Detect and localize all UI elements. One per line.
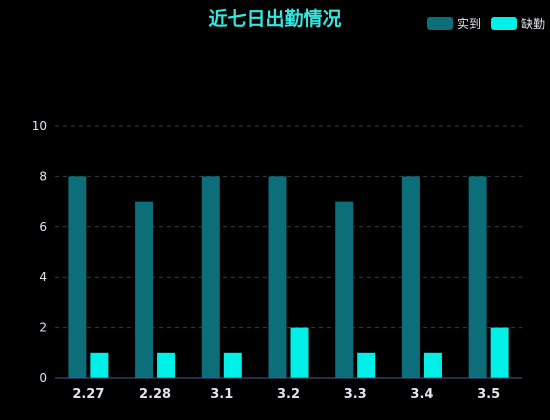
bar-absent[interactable] bbox=[490, 327, 509, 378]
legend-item-absent[interactable]: 缺勤 bbox=[491, 16, 545, 31]
x-tick-label: 3.1 bbox=[210, 387, 233, 402]
grid-lines bbox=[55, 125, 522, 329]
y-axis-ticks: 0 2 4 6 8 10 bbox=[32, 119, 47, 385]
bar-present[interactable] bbox=[268, 176, 287, 378]
bar-absent[interactable] bbox=[290, 327, 309, 378]
x-tick-label: 2.27 bbox=[72, 387, 104, 402]
y-tick-label: 2 bbox=[39, 321, 47, 335]
x-tick-label: 3.2 bbox=[277, 387, 300, 402]
x-axis-ticks: 2.27 2.28 3.1 3.2 3.3 3.4 3.5 bbox=[72, 387, 500, 402]
legend-label-present: 实到 bbox=[457, 16, 481, 31]
y-tick-label: 4 bbox=[39, 270, 47, 284]
y-tick-label: 10 bbox=[32, 119, 47, 133]
chart-title: 近七日出勤情况 bbox=[208, 7, 341, 30]
bar-absent[interactable] bbox=[157, 352, 176, 378]
x-tick-label: 2.28 bbox=[139, 387, 171, 402]
y-tick-label: 8 bbox=[39, 169, 47, 183]
bar-absent[interactable] bbox=[90, 352, 109, 378]
bar-present[interactable] bbox=[335, 201, 354, 378]
legend-item-present[interactable]: 实到 bbox=[427, 16, 481, 31]
legend-label-absent: 缺勤 bbox=[521, 16, 545, 31]
bar-present[interactable] bbox=[468, 176, 487, 378]
legend: 实到 缺勤 bbox=[427, 16, 545, 31]
legend-swatch-present bbox=[427, 17, 453, 30]
bar-present[interactable] bbox=[135, 201, 154, 378]
bar-absent[interactable] bbox=[423, 352, 442, 378]
x-tick-label: 3.3 bbox=[344, 387, 367, 402]
y-tick-label: 6 bbox=[39, 220, 47, 234]
bar-present[interactable] bbox=[401, 176, 420, 378]
bar-absent[interactable] bbox=[223, 352, 242, 378]
x-tick-label: 3.4 bbox=[410, 387, 433, 402]
x-tick-label: 3.5 bbox=[477, 387, 500, 402]
bar-present[interactable] bbox=[68, 176, 87, 378]
bar-present[interactable] bbox=[201, 176, 220, 378]
legend-swatch-absent bbox=[491, 17, 517, 30]
bars bbox=[68, 176, 509, 378]
y-tick-label: 0 bbox=[39, 371, 47, 385]
bar-absent[interactable] bbox=[357, 352, 376, 378]
